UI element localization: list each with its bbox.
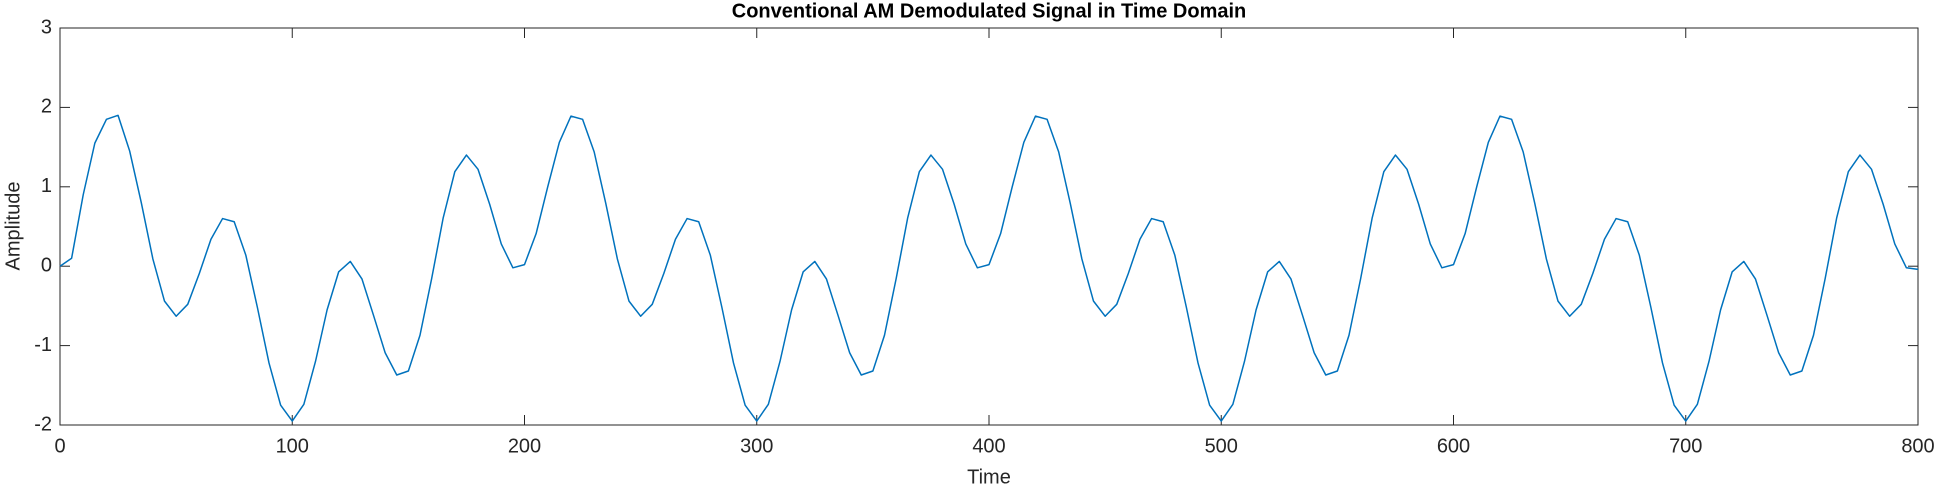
x-tick-label: 100: [276, 435, 309, 457]
x-tick-label: 300: [740, 435, 773, 457]
x-axis-label: Time: [967, 466, 1011, 488]
plot-area: [59, 27, 1919, 426]
chart-title: Conventional AM Demodulated Signal in Ti…: [732, 0, 1247, 22]
x-tick-label: 200: [508, 435, 541, 457]
y-axis-label: Amplitude: [2, 182, 24, 271]
y-tick-label: -2: [34, 413, 52, 435]
x-tick-label: 500: [1205, 435, 1238, 457]
y-tick-label: 1: [41, 175, 52, 197]
y-tick-label: 2: [41, 96, 52, 118]
x-tick-label: 800: [1901, 435, 1934, 457]
y-tick-label: 3: [41, 16, 52, 38]
x-tick-label: 600: [1437, 435, 1470, 457]
y-tick-label: 0: [41, 254, 52, 276]
x-tick-label: 0: [54, 435, 65, 457]
signal-line: [59, 114, 1919, 422]
y-tick-label: -1: [34, 334, 52, 356]
x-tick-label: 400: [972, 435, 1005, 457]
x-tick-label: 700: [1669, 435, 1702, 457]
